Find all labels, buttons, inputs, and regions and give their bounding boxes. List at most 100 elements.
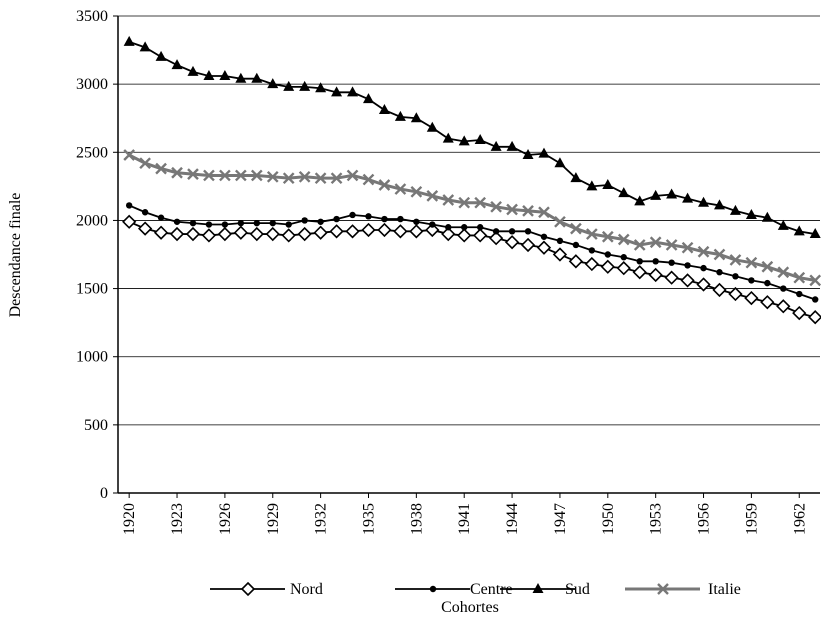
marker	[712, 282, 727, 298]
marker	[283, 80, 295, 91]
marker	[700, 264, 707, 272]
series-line	[128, 41, 816, 235]
marker	[317, 218, 324, 225]
marker	[281, 228, 296, 243]
marker	[203, 69, 215, 80]
marker	[346, 169, 359, 182]
marker	[457, 228, 472, 243]
marker	[680, 273, 695, 288]
marker	[141, 209, 149, 216]
x-tick-label: 1923	[169, 503, 186, 535]
marker	[313, 225, 328, 240]
x-tick-label: 1926	[217, 503, 234, 535]
marker	[633, 239, 646, 251]
marker	[648, 267, 663, 283]
marker	[333, 215, 340, 223]
legend-marker	[532, 583, 544, 593]
marker	[237, 219, 245, 227]
marker	[488, 231, 504, 246]
legend-label: Nord	[290, 581, 323, 598]
marker	[780, 285, 787, 292]
legend-marker	[657, 583, 669, 595]
marker	[602, 178, 614, 189]
y-tick-label: 3000	[76, 76, 108, 93]
legend-label: Italie	[708, 581, 741, 598]
marker	[189, 219, 197, 227]
marker	[233, 225, 248, 240]
marker	[684, 262, 691, 269]
marker	[652, 258, 659, 265]
marker	[745, 208, 757, 219]
marker	[748, 277, 755, 284]
marker	[809, 228, 821, 239]
marker	[668, 259, 675, 266]
marker	[812, 296, 819, 303]
marker	[171, 166, 183, 179]
marker	[441, 226, 456, 242]
marker	[205, 221, 213, 228]
y-tick-label: 500	[84, 417, 108, 434]
marker	[155, 50, 167, 61]
marker	[139, 157, 151, 170]
marker	[474, 134, 486, 145]
x-tick-label: 1938	[408, 503, 425, 535]
legend-label: Centre	[470, 581, 513, 598]
marker	[394, 183, 407, 195]
x-tick-label: 1941	[456, 503, 473, 535]
marker	[425, 222, 440, 238]
marker	[650, 189, 662, 200]
marker	[764, 279, 771, 287]
marker	[298, 170, 311, 183]
marker	[123, 149, 136, 161]
marker	[397, 215, 404, 223]
marker	[554, 215, 566, 228]
marker	[426, 190, 439, 202]
marker	[378, 179, 391, 191]
marker	[155, 162, 167, 175]
marker	[504, 235, 520, 250]
marker	[713, 199, 725, 210]
marker	[169, 226, 185, 242]
marker	[458, 196, 471, 209]
x-axis-label: Cohortes	[441, 599, 499, 616]
marker	[570, 172, 582, 183]
marker	[282, 172, 295, 185]
marker	[473, 228, 488, 243]
marker	[552, 247, 568, 262]
marker	[217, 226, 233, 242]
y-tick-label: 1500	[76, 281, 108, 298]
marker	[796, 290, 803, 298]
marker	[729, 204, 741, 215]
marker	[793, 225, 805, 236]
marker	[745, 256, 758, 269]
marker	[664, 270, 679, 285]
marker	[203, 169, 215, 182]
marker	[554, 157, 566, 168]
marker	[361, 222, 376, 238]
y-tick-label: 2500	[76, 144, 108, 161]
marker	[776, 299, 791, 314]
y-tick-label: 0	[100, 485, 108, 502]
marker	[536, 240, 552, 255]
marker	[793, 271, 806, 284]
marker	[221, 221, 229, 228]
marker	[761, 211, 773, 222]
x-tick-label: 1950	[600, 503, 617, 535]
marker	[716, 269, 723, 276]
marker	[445, 224, 452, 231]
marker	[153, 225, 169, 240]
marker	[476, 224, 484, 231]
marker	[636, 258, 643, 265]
legend-label: Sud	[565, 581, 590, 598]
marker	[600, 259, 615, 274]
marker	[409, 224, 424, 239]
marker	[362, 173, 375, 186]
y-tick-label: 1000	[76, 349, 108, 366]
marker	[171, 59, 183, 70]
marker	[187, 65, 199, 76]
marker	[185, 226, 201, 242]
marker	[442, 132, 454, 143]
marker	[235, 169, 247, 182]
marker	[125, 202, 133, 209]
